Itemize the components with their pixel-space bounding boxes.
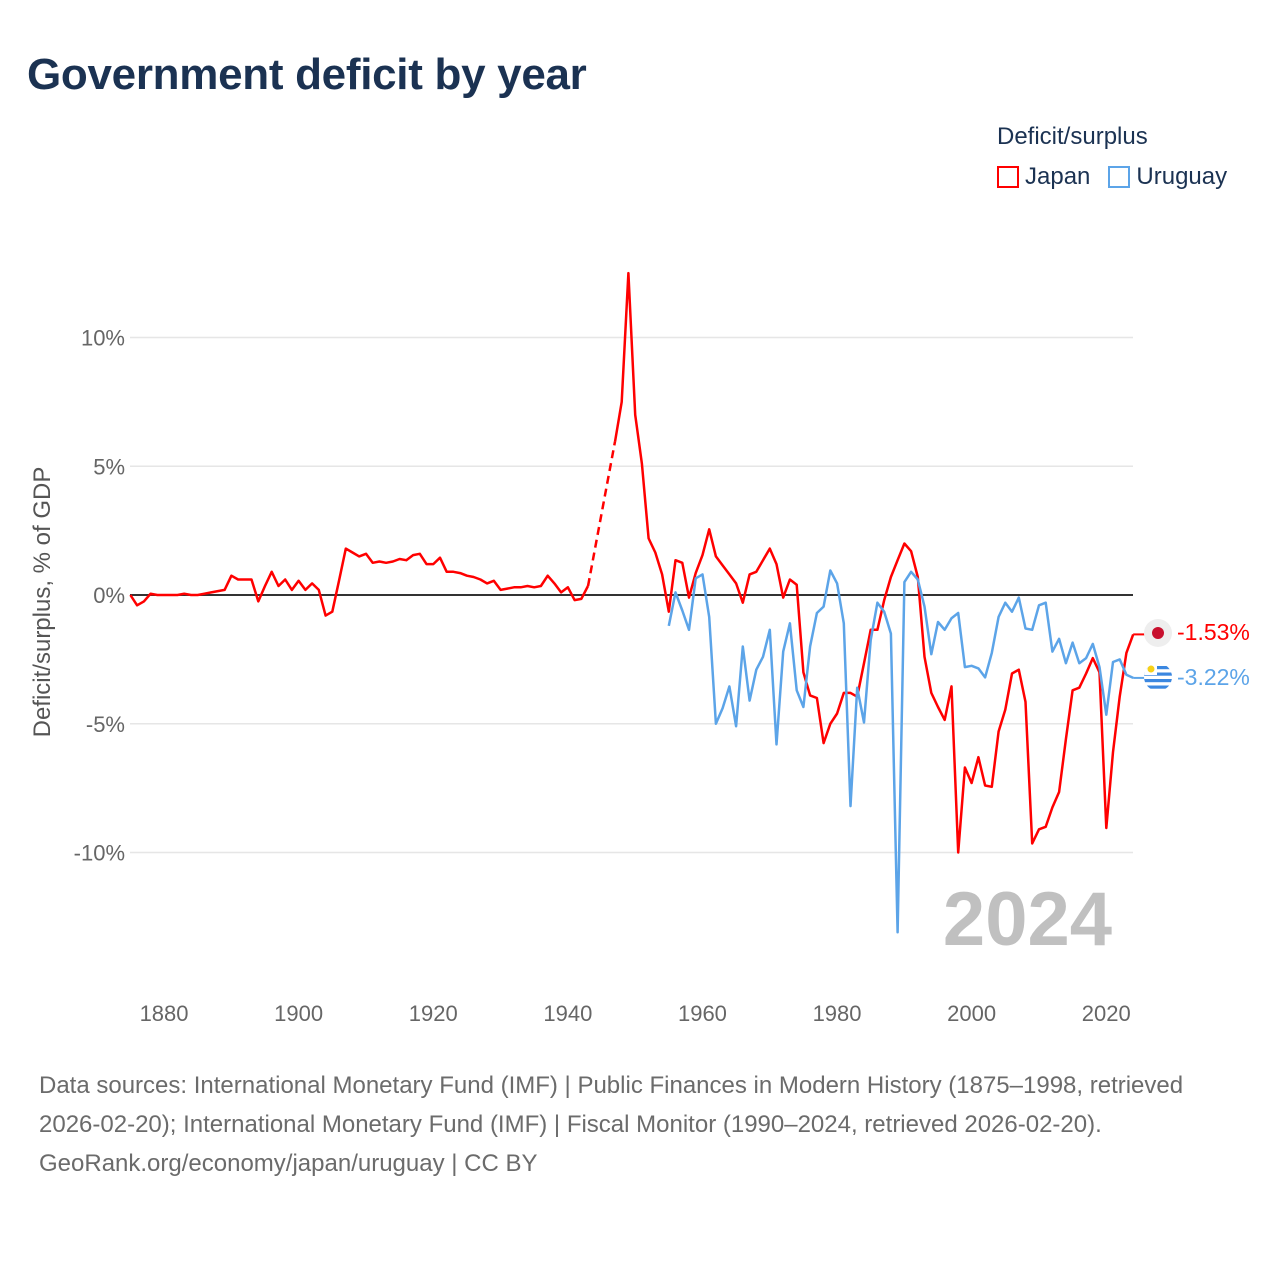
end-label-japan: -1.53% — [1177, 619, 1250, 645]
flag-sun — [1152, 627, 1164, 639]
series-line-japan — [129, 547, 590, 617]
end-markers: -1.53% -3.22% — [1133, 619, 1250, 691]
series-gap-japan — [586, 441, 617, 587]
x-tick-label: 1900 — [274, 1001, 323, 1026]
x-tick-label: 2020 — [1082, 1001, 1131, 1026]
y-tick-label: -5% — [86, 712, 125, 737]
x-tick-label: 1920 — [409, 1001, 458, 1026]
x-tick-label: 1960 — [678, 1001, 727, 1026]
y-axis-ticks: 10% 5% 0% -5% -10% — [74, 326, 125, 866]
y-tick-label: 0% — [93, 583, 125, 608]
y-tick-label: 10% — [81, 326, 125, 351]
gridlines — [130, 336, 1133, 854]
flag-stripe — [1144, 679, 1172, 683]
legend-swatch-japan — [997, 166, 1019, 188]
current-year-label: 2024 — [943, 877, 1112, 962]
footer: Data sources: International Monetary Fun… — [39, 1066, 1249, 1183]
legend: Deficit/surplus Japan Uruguay — [997, 123, 1227, 191]
flag-stripe — [1144, 666, 1172, 670]
flag-stripe — [1144, 672, 1172, 676]
page-title: Government deficit by year — [27, 50, 587, 99]
legend-swatch-uruguay — [1108, 166, 1131, 188]
flag-body — [1144, 663, 1172, 691]
legend-label-uruguay: Uruguay — [1136, 163, 1228, 190]
x-tick-label: 1980 — [813, 1001, 862, 1026]
x-axis-ticks: 1880 1900 1920 1940 1960 1980 2000 2020 — [140, 1001, 1131, 1026]
y-tick-label: 5% — [93, 454, 125, 479]
data-sources: Data sources: International Monetary Fun… — [39, 1072, 1184, 1138]
series-lines — [129, 271, 1135, 934]
series-line-uruguay — [667, 569, 1134, 934]
japan-flag-icon — [1144, 619, 1172, 647]
y-axis-label: Deficit/surplus, % of GDP — [29, 467, 56, 738]
uruguay-flag-icon — [1144, 663, 1172, 691]
y-tick-label: -10% — [74, 841, 125, 866]
legend-title: Deficit/surplus — [997, 123, 1148, 150]
series-line-japan — [613, 271, 1135, 854]
credit-link[interactable]: GeoRank.org/economy/japan/uruguay | CC B… — [39, 1150, 538, 1177]
legend-label-japan: Japan — [1025, 163, 1091, 190]
end-label-uruguay: -3.22% — [1177, 664, 1250, 690]
flag-stripe — [1144, 685, 1172, 689]
flag-sun — [1147, 665, 1155, 673]
x-tick-label: 1880 — [140, 1001, 189, 1026]
legend-item-uruguay[interactable]: Uruguay — [1108, 163, 1227, 191]
legend-item-japan[interactable]: Japan — [997, 163, 1090, 191]
x-tick-label: 2000 — [947, 1001, 996, 1026]
x-tick-label: 1940 — [543, 1001, 592, 1026]
